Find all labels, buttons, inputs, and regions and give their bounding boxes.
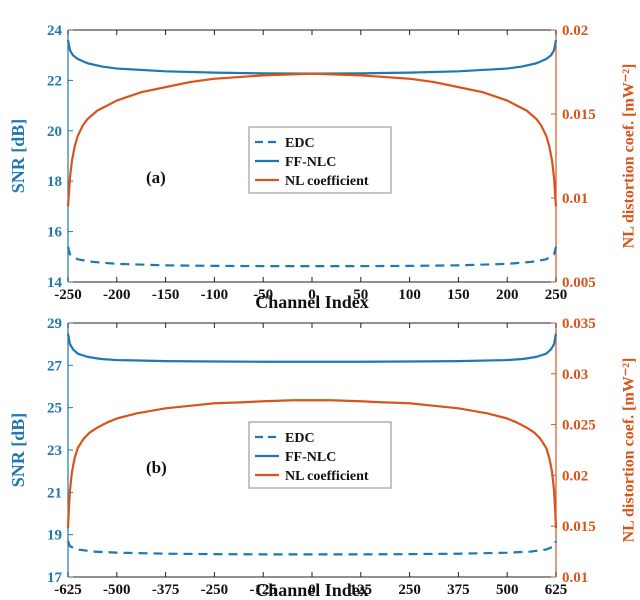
x-tick-label: 0 [308,287,316,303]
y-left-tick-label: 22 [47,73,62,89]
x-tick-label: -250 [54,287,82,303]
y-right-tick-label: 0.01 [562,570,588,586]
legend: EDC FF-NLC NL coefficient [248,126,392,194]
y-right-tick-label: 0.015 [562,107,596,123]
y-left-tick-label: 18 [47,174,62,190]
x-tick-label: 375 [447,582,470,598]
x-tick-label: -150 [152,287,180,303]
x-tick-label: -100 [201,287,229,303]
y-left-tick-label: 21 [47,485,62,501]
y-left-tick-label: 17 [47,570,63,586]
x-tick-label: -625 [54,582,82,598]
x-tick-label: -250 [201,582,229,598]
x-tick-label: 250 [545,287,568,303]
series-line-ff-nlc [66,39,558,75]
legend-label: EDC [285,431,315,446]
y-right-tick-label: 0.01 [562,191,588,207]
series-line-edc [66,246,558,268]
x-tick-label: 125 [350,582,373,598]
y-left-axis-label: SNR [dB] [8,413,28,488]
y-left-axis-label: SNR [dB] [8,119,28,194]
x-axis-label: Channel Index [255,292,369,312]
legend-label: NL coefficient [285,469,369,484]
y-left-tick-label: 29 [47,316,62,332]
y-right-tick-label: 0.015 [562,519,596,535]
legend-label: FF-NLC [285,450,336,465]
y-right-axis-label: NL distortion coef. [mW⁻²] [621,358,638,543]
x-axis-label: Channel Index [255,580,369,600]
y-right-axis-label: NL distortion coef. [mW⁻²] [621,64,638,249]
x-tick-label: 500 [496,582,519,598]
legend: EDC FF-NLC NL coefficient [248,421,392,489]
y-left-tick-label: 14 [47,275,63,291]
x-tick-label: -50 [253,287,273,303]
y-left-tick-label: 16 [47,225,63,241]
x-tick-label: 250 [398,582,421,598]
legend-label: NL coefficient [285,174,369,189]
x-tick-label: 0 [308,582,316,598]
x-tick-label: 625 [545,582,568,598]
y-right-tick-label: 0.02 [562,23,588,39]
series-line-ff-nlc [66,333,558,363]
chart-panel-b: -625 -500 -375 -250 -125 0 125 250 375 500 625 17 19… [8,316,638,600]
x-tick-label: -375 [152,582,180,598]
y-left-tick-label: 27 [47,358,63,374]
series-line-nl-coefficient [66,399,558,529]
x-tick-label: -125 [249,582,277,598]
y-left-tick-label: 23 [47,443,62,459]
x-tick-label: -200 [103,287,131,303]
series-line-edc [66,540,558,556]
x-tick-label: 50 [353,287,368,303]
panel-tag: (a) [146,168,166,187]
legend-label: FF-NLC [285,155,336,170]
y-right-tick-label: 0.025 [562,418,596,434]
x-tick-label: -500 [103,582,131,598]
y-left-tick-label: 24 [47,23,63,39]
y-right-tick-label: 0.03 [562,367,588,383]
y-right-tick-label: 0.035 [562,316,596,332]
chart-panel-a: -250 -200 -150 -100 -50 0 50 100 150 200 250 14 16 18… [8,23,638,312]
y-left-tick-label: 19 [47,528,62,544]
y-left-tick-label: 20 [47,124,62,140]
x-tick-label: 150 [447,287,470,303]
y-right-tick-label: 0.005 [562,275,596,291]
series-line-nl-coefficient [66,72,558,207]
x-tick-label: 200 [496,287,519,303]
panel-tag: (b) [146,458,167,477]
x-tick-label: 100 [398,287,421,303]
y-left-tick-label: 25 [47,401,62,417]
legend-label: EDC [285,136,315,151]
y-right-tick-label: 0.02 [562,468,588,484]
